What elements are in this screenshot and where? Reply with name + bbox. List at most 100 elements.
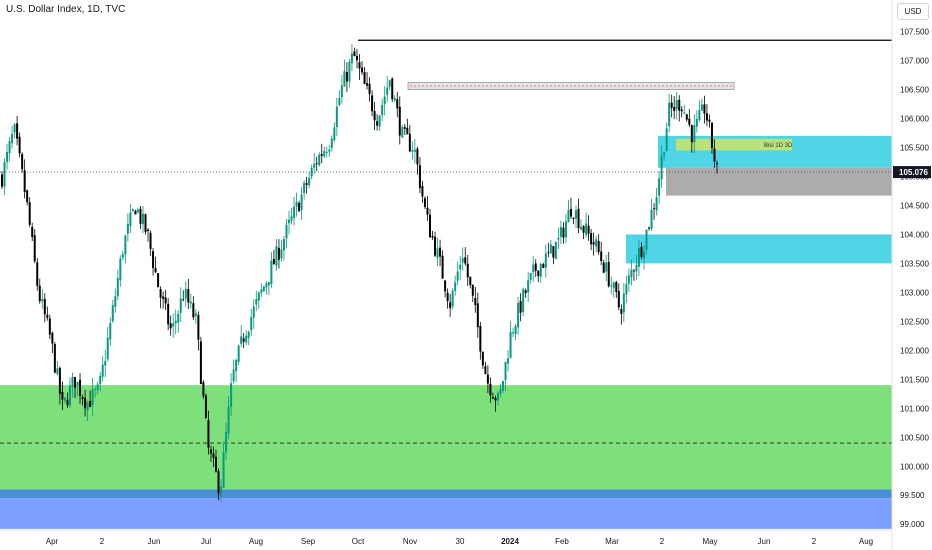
candle-body: [496, 392, 499, 401]
candle: [673, 96, 676, 120]
candle: [159, 286, 162, 309]
candle-body: [232, 369, 235, 382]
candle: [340, 75, 343, 104]
candle: [434, 231, 437, 258]
candle: [391, 77, 394, 102]
candle: [217, 468, 220, 500]
candle: [658, 171, 661, 204]
x-tick-label: Aug: [249, 537, 263, 546]
candle: [282, 236, 285, 261]
candle-body: [265, 283, 268, 288]
candle: [625, 275, 628, 304]
candle: [680, 105, 683, 118]
candle-body: [403, 127, 406, 129]
candle: [36, 258, 39, 291]
candle-body: [56, 368, 59, 374]
candle-body: [449, 302, 452, 309]
candle: [688, 109, 691, 128]
candle: [348, 58, 351, 88]
candle-body: [187, 289, 190, 303]
candle-body: [582, 226, 585, 233]
candle-body: [680, 109, 683, 112]
candle-body: [13, 124, 16, 133]
candle: [590, 229, 593, 251]
candle: [512, 327, 515, 338]
candle: [63, 397, 66, 404]
candle-body: [471, 284, 474, 296]
candle-body: [106, 337, 109, 360]
y-tick-label: 102.000: [900, 346, 929, 355]
candle-body: [544, 253, 547, 268]
candle-body: [177, 313, 180, 323]
candle: [242, 332, 245, 349]
candle-body: [192, 303, 195, 318]
candle: [204, 393, 207, 420]
candle: [474, 286, 477, 313]
candle-body: [126, 223, 129, 234]
candle-body: [476, 303, 479, 328]
candle: [157, 273, 160, 288]
candle: [547, 242, 550, 258]
candle-body: [214, 456, 217, 472]
candle-body: [575, 210, 578, 219]
candle-body: [217, 470, 220, 494]
candle-body: [81, 397, 84, 400]
candle-body: [245, 335, 248, 343]
candle-body: [285, 224, 288, 239]
candle-body: [272, 258, 275, 265]
candle: [33, 229, 36, 264]
candle-body: [121, 254, 124, 258]
candle: [398, 96, 401, 145]
candle: [240, 325, 243, 348]
candle-body: [524, 290, 527, 294]
candle-body: [464, 257, 467, 264]
y-tick-label: 104.000: [900, 230, 929, 239]
candle: [617, 283, 620, 311]
candle-body: [645, 229, 648, 251]
candle-body: [512, 332, 515, 334]
currency-button[interactable]: USD: [897, 3, 929, 20]
candle-body: [197, 314, 200, 340]
candle-body: [270, 260, 273, 285]
candle: [610, 276, 613, 295]
candle: [602, 259, 605, 274]
candle: [653, 203, 656, 220]
candle: [366, 71, 369, 90]
candle: [270, 251, 273, 288]
candle-body: [61, 391, 64, 400]
candle: [708, 114, 711, 128]
candle: [169, 315, 172, 336]
candle: [361, 61, 364, 75]
candle-body: [557, 237, 560, 240]
candle: [418, 157, 421, 194]
x-tick-label: 2: [812, 537, 817, 546]
candle: [582, 225, 585, 240]
candle: [650, 198, 653, 231]
candle-body: [235, 360, 238, 372]
candle-body: [627, 275, 630, 284]
candle-body: [305, 183, 308, 185]
candle: [562, 222, 565, 244]
candle-body: [144, 214, 147, 232]
candle: [194, 309, 197, 324]
cyan-zone-lower: [626, 234, 892, 264]
candle-body: [230, 383, 233, 407]
candle-body: [507, 358, 510, 364]
candle-body: [71, 376, 74, 387]
candle: [466, 254, 469, 286]
candle: [272, 249, 275, 265]
candle-body: [451, 290, 454, 307]
candle: [265, 281, 268, 295]
candle-body: [481, 352, 484, 366]
candle: [104, 349, 107, 377]
lime-label-zone: [676, 138, 792, 151]
x-tick-label: May: [702, 537, 717, 546]
candle-body: [592, 242, 595, 245]
candle-body: [111, 305, 114, 322]
candle-body: [373, 110, 376, 121]
candle-body: [658, 178, 661, 196]
candle-body: [587, 225, 590, 234]
candle: [84, 389, 87, 417]
candle-body: [295, 201, 298, 207]
